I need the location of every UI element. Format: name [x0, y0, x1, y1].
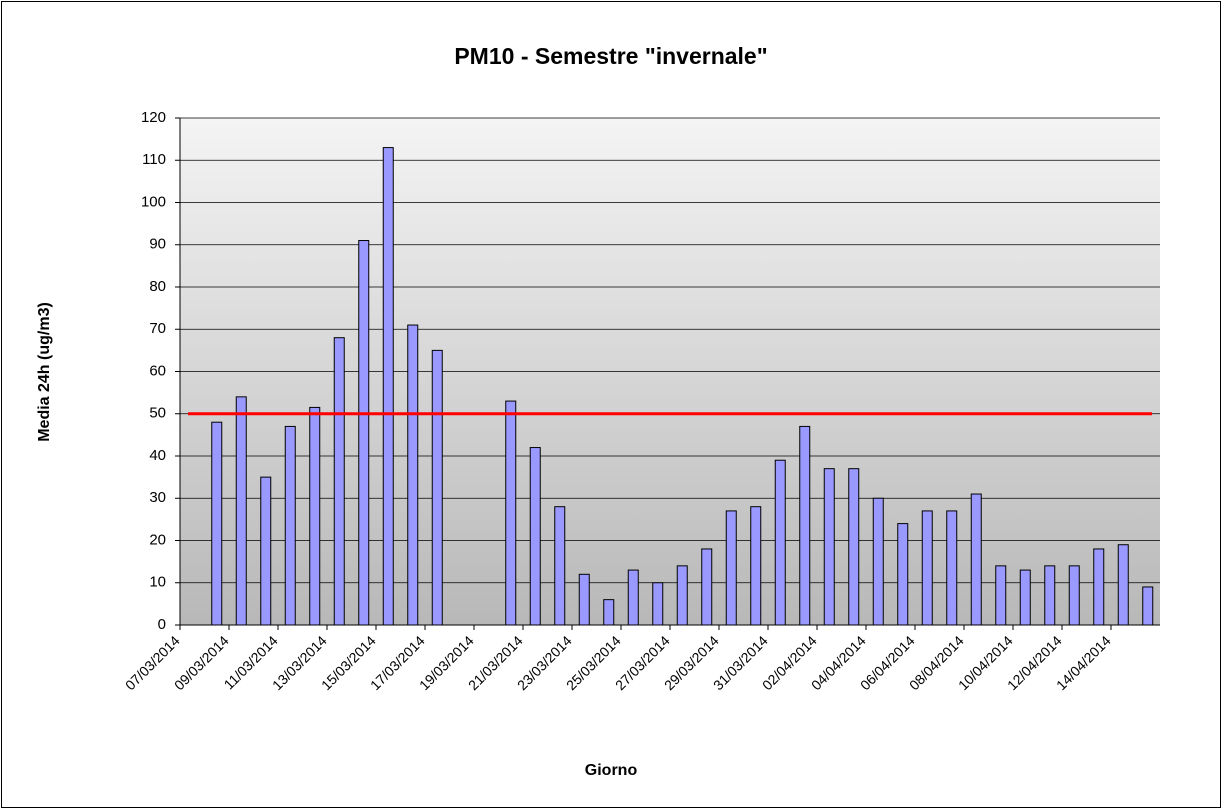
- bar: [382, 147, 394, 626]
- bar: [1068, 565, 1080, 626]
- bar: [1142, 586, 1154, 626]
- y-tick-label: 90: [149, 236, 166, 253]
- bar: [725, 510, 737, 626]
- bar: [652, 582, 664, 626]
- x-axis-title: Giorno: [585, 762, 638, 779]
- y-tick-label: 60: [149, 362, 166, 379]
- bar: [505, 400, 517, 626]
- bar: [701, 548, 713, 626]
- y-tick-label: 40: [149, 447, 166, 464]
- bar: [921, 510, 933, 626]
- bar: [1044, 565, 1056, 626]
- y-axis-title: Media 24h (ug/m3): [36, 302, 53, 442]
- bar: [1019, 569, 1031, 626]
- y-tick-label: 50: [149, 405, 166, 422]
- y-tick-label: 20: [149, 531, 166, 548]
- bar: [407, 324, 419, 626]
- y-tick-label: 80: [149, 278, 166, 295]
- y-tick-label: 70: [149, 320, 166, 337]
- bar: [750, 506, 762, 626]
- bar: [260, 476, 272, 626]
- bar: [872, 497, 884, 626]
- bar: [603, 599, 615, 626]
- bar: [554, 506, 566, 626]
- bar: [774, 459, 786, 626]
- chart-title: PM10 - Semestre "invernale": [454, 43, 767, 69]
- y-tick-label: 110: [142, 151, 166, 168]
- bar: [848, 468, 860, 626]
- bar: [946, 510, 958, 626]
- bar: [358, 240, 370, 626]
- bar: [1093, 548, 1105, 626]
- y-tick-label: 0: [158, 616, 166, 633]
- bar: [284, 425, 296, 626]
- bar: [799, 425, 811, 626]
- y-tick-label: 100: [141, 193, 166, 210]
- y-tick-label: 120: [141, 109, 166, 126]
- bar: [995, 565, 1007, 626]
- bar: [897, 523, 909, 626]
- bar: [211, 421, 223, 626]
- bar: [235, 396, 247, 626]
- bar: [309, 406, 321, 626]
- y-tick-label: 10: [149, 574, 166, 591]
- bar: [676, 565, 688, 626]
- bar: [431, 349, 443, 626]
- y-tick-label: 30: [149, 489, 166, 506]
- bar: [578, 573, 590, 626]
- bar: [333, 337, 345, 626]
- bar: [529, 447, 541, 626]
- bar: [1117, 544, 1129, 626]
- bar: [823, 468, 835, 626]
- bar: [970, 493, 982, 626]
- bar: [627, 569, 639, 626]
